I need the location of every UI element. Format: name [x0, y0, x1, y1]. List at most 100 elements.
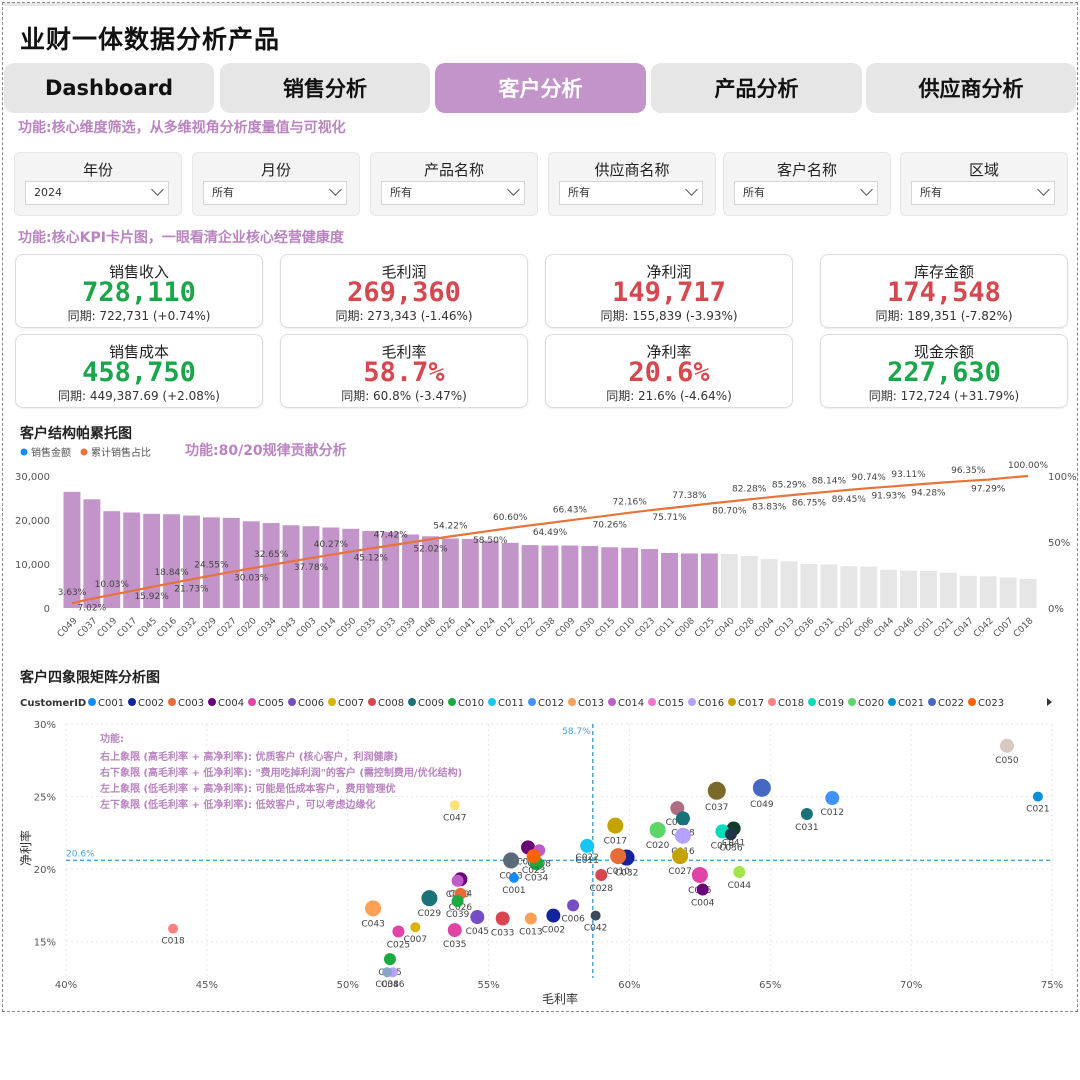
data-point [800, 807, 813, 820]
point-label: C032 [615, 869, 638, 879]
kpi-comparison: 同期: 722,731 (+0.74%) [67, 309, 211, 323]
tab-product-analysis[interactable]: 产品分析 [651, 63, 862, 113]
x-tick-label: C022 [514, 616, 538, 640]
data-point [567, 899, 580, 912]
quadrant-chart: CustomerID C001 C002 C003 C004 C005 C006 C007 C0… [18, 698, 1063, 1006]
legend-swatch [568, 698, 576, 706]
data-point [672, 848, 689, 865]
legend-label: C008 [378, 698, 404, 709]
bar [680, 553, 698, 608]
legend-swatch [728, 698, 736, 706]
point-label: C041 [722, 839, 745, 849]
x-tick-label: C018 [1012, 616, 1036, 640]
data-point [168, 923, 179, 934]
x-tick-label: C038 [534, 616, 558, 640]
chevron-down-icon [329, 183, 342, 196]
slicer-dropdown[interactable]: 所有 [203, 181, 347, 205]
data-point [707, 781, 726, 800]
bar [382, 531, 400, 608]
kpi-comparison: 同期: 189,351 (-7.82%) [875, 309, 1013, 323]
bar [700, 553, 718, 608]
data-point [674, 827, 691, 844]
x-tick-label: C048 [414, 616, 438, 640]
legend-label: C012 [538, 698, 564, 709]
point-label: C031 [795, 823, 818, 833]
legend-swatch [608, 698, 616, 706]
cumulative-label: 77.38% [672, 491, 707, 501]
point-label: C014 [516, 857, 540, 867]
data-point [1032, 791, 1043, 802]
x-tick-label: C042 [972, 616, 996, 640]
point-label: C034 [525, 873, 549, 883]
cumulative-label: 10.03% [95, 580, 130, 590]
x-tick-label: C020 [235, 616, 259, 640]
legend-title: CustomerID [20, 698, 86, 709]
slicer-label: 年份 [82, 161, 113, 179]
annotation-line: 右下象限 (高毛利率 + 低净利率): "费用吃掉利润"的客户 (需控制费用/优… [99, 766, 462, 779]
nav-tabs: Dashboard 销售分析 客户分析 产品分析 供应商分析 [4, 63, 1076, 113]
x-tick-label: 75% [1041, 980, 1063, 991]
cumulative-label: 47.42% [373, 530, 408, 540]
legend-label: C010 [458, 698, 484, 709]
slicer-dropdown[interactable]: 所有 [734, 181, 878, 205]
legend-swatch [648, 698, 656, 706]
tab-supplier-analysis[interactable]: 供应商分析 [866, 63, 1076, 113]
bar [919, 571, 937, 608]
bar [342, 528, 360, 608]
tab-sales-analysis[interactable]: 销售分析 [220, 63, 430, 113]
kpi-card: 净利润 149,717 同期: 155,839 (-3.93%) [545, 254, 793, 328]
bar [561, 545, 579, 608]
x-tick-label: C050 [335, 616, 359, 640]
data-point [524, 912, 537, 925]
slicer-dropdown[interactable]: 所有 [381, 181, 525, 205]
bar [601, 547, 619, 608]
tab-customer-analysis[interactable]: 客户分析 [435, 63, 646, 113]
legend-swatch [528, 698, 536, 706]
slicer-3: 供应商名称 所有 [548, 152, 716, 216]
tab-dashboard[interactable]: Dashboard [4, 63, 214, 113]
x-tick-label: C045 [136, 616, 160, 640]
slicer-value: 所有 [568, 186, 590, 199]
x-tick-label: C049 [56, 616, 80, 640]
chevron-down-icon [507, 183, 520, 196]
report-canvas [2, 2, 1078, 1012]
data-point [752, 778, 771, 797]
cumulative-label: 96.35% [951, 466, 986, 476]
data-point [447, 923, 462, 938]
slicer-dropdown[interactable]: 2024 [25, 181, 169, 205]
kpi-comparison: 同期: 273,343 (-1.46%) [335, 309, 473, 323]
bar [581, 545, 599, 608]
point-label: C043 [361, 919, 384, 929]
legend-swatch [688, 698, 696, 706]
x-tick-label: 65% [759, 980, 781, 991]
annotation-title: 功能: [100, 732, 124, 745]
point-label: C026 [449, 903, 473, 913]
point-label: C010 [606, 867, 630, 877]
legend-label: C004 [218, 698, 244, 709]
slicer-dropdown[interactable]: 所有 [911, 181, 1055, 205]
bar [979, 576, 997, 608]
data-point [421, 890, 438, 907]
legend-label: C002 [138, 698, 164, 709]
kpi-value: 174,548 [887, 277, 1001, 308]
cumulative-label: 30.03% [234, 573, 269, 583]
kpi-card: 毛利率 58.7% 同期: 60.8% (-3.47%) [280, 334, 528, 408]
x-tick-label: C023 [633, 616, 657, 640]
data-point [825, 791, 840, 806]
slicer-dropdown[interactable]: 所有 [559, 181, 703, 205]
x-tick-label: C009 [554, 616, 578, 640]
bar [1019, 578, 1037, 608]
point-label: C025 [387, 941, 410, 951]
point-label: C002 [542, 926, 565, 936]
legend-label: C016 [698, 698, 724, 709]
legend-swatch [328, 698, 336, 706]
data-point [999, 738, 1014, 753]
slicer-1: 月份 所有 [192, 152, 360, 216]
bar [481, 540, 499, 608]
slicer-5: 区域 所有 [900, 152, 1068, 216]
legend-label: C005 [258, 698, 284, 709]
bar [441, 538, 459, 608]
cumulative-label: 60.60% [493, 513, 528, 523]
ref-label-y: 20.6% [66, 849, 95, 859]
data-point [526, 849, 541, 864]
